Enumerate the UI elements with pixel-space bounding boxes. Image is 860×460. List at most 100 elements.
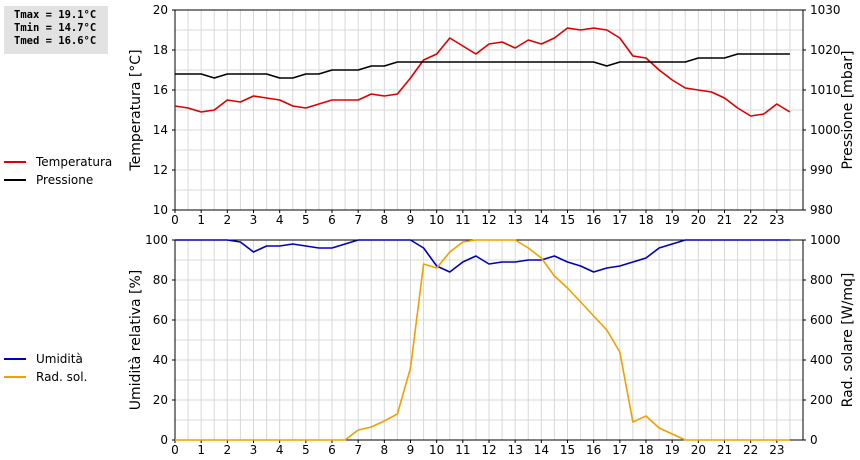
x-tick-label: 12 [481,443,496,457]
y-right-tick-label: 1010 [810,83,841,97]
y-right-tick-label: 400 [810,353,833,367]
legend-bottom: Umidità Rad. sol. [4,350,87,386]
x-tick-label: 11 [455,213,470,227]
y-right-axis-title: Rad. solare [W/mq] [840,273,856,408]
y-right-tick-label: 1030 [810,3,841,17]
series-line-umidit [175,239,790,273]
legend-label-umidita: Umidità [36,352,83,366]
y-left-tick-label: 18 [153,43,168,57]
chart-panel-2: 0 1 2 3 4 5 6 7 8 9 10 11 12 13 14 15 16 17 18 19 20 21 22 2302… [128,233,856,457]
x-tick-label: 16 [586,213,601,227]
y-left-tick-label: 40 [153,353,168,367]
x-tick-label: 10 [429,443,444,457]
y-left-axis-title: Temperatura [°C] [128,49,144,171]
x-tick-label: 7 [354,213,362,227]
y-right-tick-label: 1000 [810,233,841,247]
legend-swatch-umidita [4,358,26,360]
x-tick-label: 21 [717,213,732,227]
legend-item-temperatura: Temperatura [4,153,112,171]
x-tick-label: 18 [638,443,653,457]
x-tick-label: 17 [612,213,627,227]
y-right-axis-title: Pressione [mbar] [840,50,856,169]
x-tick-label: 13 [508,213,523,227]
x-tick-label: 13 [508,443,523,457]
x-tick-label: 9 [407,443,415,457]
x-tick-label: 2 [224,443,232,457]
x-tick-label: 20 [691,213,706,227]
x-tick-label: 10 [429,213,444,227]
x-tick-label: 7 [354,443,362,457]
legend-swatch-temperatura [4,161,26,163]
y-right-tick-label: 1020 [810,43,841,57]
y-left-tick-label: 60 [153,313,168,327]
y-left-tick-label: 0 [160,433,168,447]
x-tick-label: 5 [302,213,310,227]
y-right-tick-label: 200 [810,393,833,407]
x-tick-label: 22 [743,443,758,457]
stat-tmax: Tmax = 19.1°C [14,9,97,21]
x-tick-label: 18 [638,213,653,227]
y-left-tick-label: 100 [145,233,168,247]
y-left-tick-label: 80 [153,273,168,287]
x-tick-label: 1 [197,213,205,227]
x-tick-label: 0 [171,443,179,457]
x-tick-label: 9 [407,213,415,227]
x-tick-label: 15 [560,443,575,457]
x-tick-label: 1 [197,443,205,457]
x-tick-label: 21 [717,443,732,457]
legend-swatch-radsol [4,376,26,378]
y-right-tick-label: 800 [810,273,833,287]
y-left-tick-label: 20 [153,3,168,17]
x-tick-label: 14 [534,443,549,457]
x-tick-label: 8 [381,443,389,457]
y-right-tick-label: 1000 [810,123,841,137]
legend-label-temperatura: Temperatura [36,155,113,169]
x-tick-label: 12 [481,213,496,227]
x-tick-label: 19 [665,213,680,227]
legend-label-radsol: Rad. sol. [36,370,88,384]
legend-swatch-pressione [4,179,26,181]
y-left-tick-label: 14 [153,123,168,137]
series-line-pressione [175,53,790,79]
x-tick-label: 3 [250,213,258,227]
legend-item-umidita: Umidità [4,350,87,368]
stat-tmed: Tmed = 16.6°C [14,35,97,47]
x-tick-label: 4 [276,443,284,457]
x-tick-label: 6 [328,213,336,227]
x-tick-label: 6 [328,443,336,457]
x-tick-label: 14 [534,213,549,227]
y-right-tick-label: 990 [810,163,833,177]
x-tick-label: 3 [250,443,258,457]
y-left-tick-label: 12 [153,163,168,177]
x-tick-label: 20 [691,443,706,457]
legend-item-radsol: Rad. sol. [4,368,87,386]
x-tick-label: 23 [769,213,784,227]
chart-panel-1: 0 1 2 3 4 5 6 7 8 9 10 11 12 13 14 15 16 17 18 19 20 21 22 2310… [128,3,856,227]
y-left-tick-label: 10 [153,203,168,217]
x-tick-label: 19 [665,443,680,457]
series-line-rad-sol [175,239,790,441]
y-left-tick-label: 16 [153,83,168,97]
legend-item-pressione: Pressione [4,171,112,189]
x-tick-label: 0 [171,213,179,227]
legend-top: Temperatura Pressione [4,153,112,189]
y-left-tick-label: 20 [153,393,168,407]
x-tick-label: 16 [586,443,601,457]
x-tick-label: 15 [560,213,575,227]
x-tick-label: 8 [381,213,389,227]
y-right-tick-label: 0 [810,433,818,447]
y-right-tick-label: 980 [810,203,833,217]
x-tick-label: 2 [224,213,232,227]
y-right-tick-label: 600 [810,313,833,327]
stat-tmin: Tmin = 14.7°C [14,22,97,34]
x-tick-label: 4 [276,213,284,227]
y-left-axis-title: Umidità relativa [%] [128,270,144,411]
x-tick-label: 17 [612,443,627,457]
x-tick-label: 11 [455,443,470,457]
stats-box: Tmax = 19.1°C Tmin = 14.7°C Tmed = 16.6°… [4,6,108,54]
legend-label-pressione: Pressione [36,173,94,187]
x-tick-label: 5 [302,443,310,457]
x-tick-label: 22 [743,213,758,227]
x-tick-label: 23 [769,443,784,457]
